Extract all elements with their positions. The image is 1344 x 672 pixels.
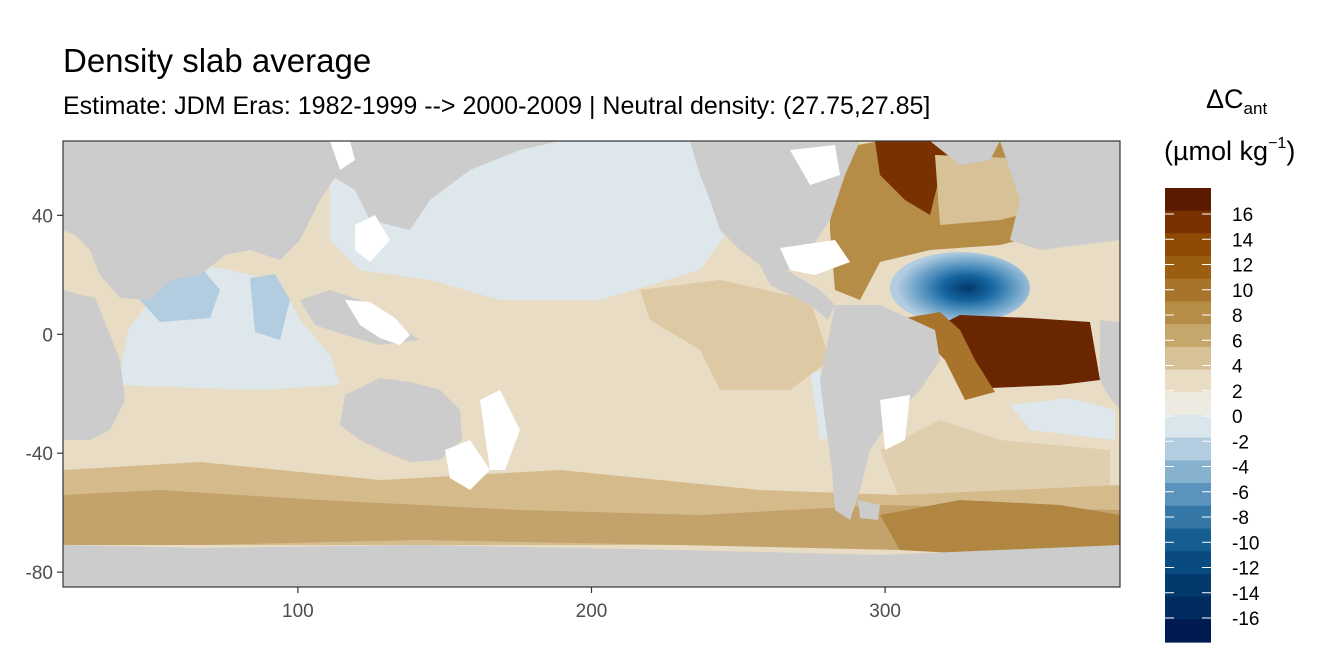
central-america-land [760,265,835,320]
africa-land [1100,320,1120,410]
missing-data-pacific-islands [480,390,520,470]
legend-label: 6 [1232,331,1243,352]
southern-ocean-band-dark [63,490,1120,550]
eurasia-land [63,141,340,300]
legend-label: 12 [1232,256,1253,277]
legend-unit-close: ) [1286,136,1296,166]
chart-subtitle: Estimate: JDM Eras: 1982-1999 --> 2000-2… [63,92,931,120]
color-legend: 16 14 12 10 8 6 4 2 0 -2 -4 -6 -8 -10 -12 -14 -16 [1165,188,1260,643]
greenland-land [930,141,1000,165]
legend-title-variable: ΔCant [1206,84,1267,119]
legend-label: 14 [1232,230,1254,251]
missing-data-south-atlantic [880,395,910,450]
missing-data-nz [445,440,490,490]
y-tick-label: 40 [32,206,53,227]
africa-west-land [63,290,125,440]
legend-label: -4 [1232,458,1249,479]
eastern-pacific-tan-region [640,280,830,390]
x-tick-label: 200 [576,601,608,622]
legend-variable: ΔC [1206,84,1244,114]
legend-color-step [1165,460,1211,484]
legend-color-step [1165,346,1211,371]
x-axis: 100 200 300 [282,587,901,622]
legend-label: -14 [1232,584,1260,605]
legend-color-step [1165,392,1211,416]
bay-of-bengal-low-region [250,274,290,340]
legend-color-step [1165,573,1211,598]
y-tick-label: -80 [26,563,53,584]
legend-color-step [1165,210,1211,234]
missing-data-japan [355,215,390,262]
south-atlantic-tan-region [880,420,1110,500]
chart-title: Density slab average [63,42,372,79]
y-axis: 40 0 -40 -80 [26,206,63,584]
x-tick-label: 100 [282,601,314,622]
missing-data-north-pacific [330,141,355,170]
legend-label: 8 [1232,306,1243,327]
south-atlantic-east-low-region [1010,398,1115,440]
y-tick-label: 0 [42,325,53,346]
legend-color-step [1165,596,1211,620]
missing-data-caribbean [780,240,850,275]
legend-color-step [1165,188,1211,212]
legend-color-step [1165,437,1211,461]
europe-land [1000,141,1120,250]
legend-color-step [1165,528,1211,552]
legend-color-step [1165,505,1211,530]
australia-land [340,378,462,462]
missing-data-hudson [790,145,840,185]
legend-label: -10 [1232,533,1259,554]
south-america-land [820,305,940,520]
legend-label: -6 [1232,483,1249,504]
legend-color-step [1165,301,1211,325]
legend-color-step [1165,415,1211,439]
legend-unit-exponent: −1 [1268,135,1287,152]
legend-unit: (µmol kg [1164,136,1269,166]
legend-label: 10 [1232,281,1253,302]
legend-label: -16 [1232,609,1259,630]
legend-color-step [1165,324,1211,348]
y-tick-label: -40 [26,444,53,465]
legend-label: -12 [1232,559,1259,580]
legend-color-step [1165,483,1211,507]
legend-color-step [1165,278,1211,303]
legend-color-step [1165,233,1211,257]
legend-title-unit: (µmol kg−1) [1164,135,1295,167]
subtropical-atlantic-low [890,252,1030,324]
legend-color-step [1165,369,1211,393]
antarctica-land [63,545,1120,587]
x-tick-label: 300 [869,601,901,622]
south-georgia-land [858,500,880,520]
legend-color-step [1165,256,1211,280]
legend-label: 2 [1232,382,1243,403]
legend-label: 0 [1232,407,1243,428]
north-america-land [63,141,560,230]
legend-label: 16 [1232,205,1253,226]
legend-color-step [1165,619,1211,643]
legend-label: 4 [1232,357,1243,378]
weddell-sector-dark [880,500,1120,555]
legend-color-step [1165,551,1211,575]
legend-label: -8 [1232,508,1249,529]
legend-label: -2 [1232,432,1249,453]
missing-data-indonesia [345,300,410,345]
legend-variable-subscript: ant [1243,99,1268,118]
